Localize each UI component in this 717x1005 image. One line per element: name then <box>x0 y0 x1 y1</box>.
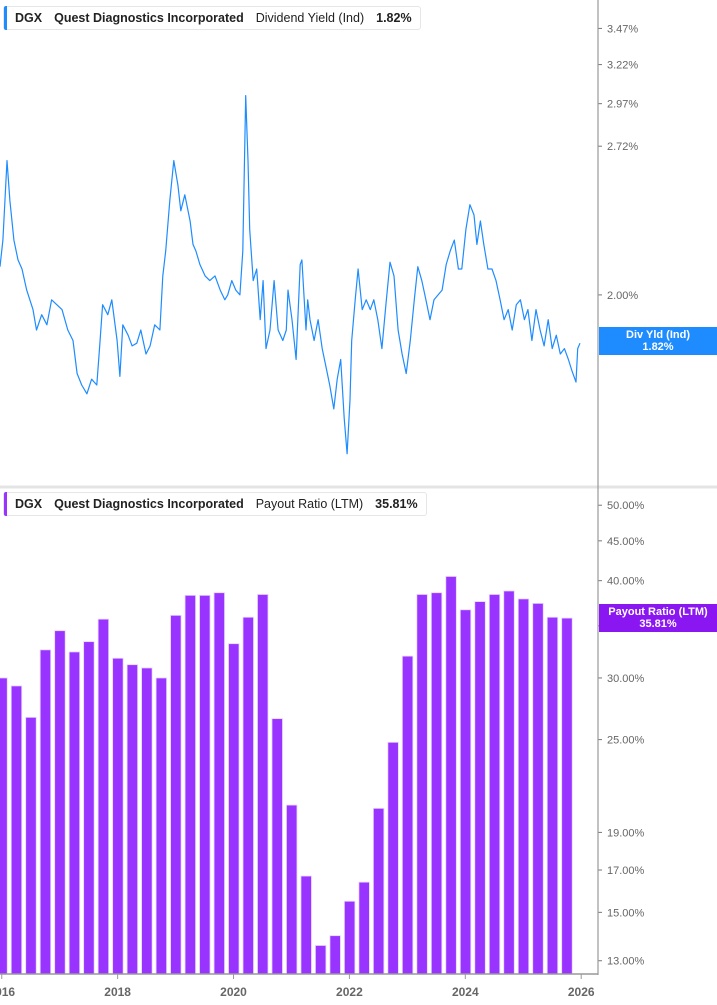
payout-bar <box>112 657 124 975</box>
legend-metric: Dividend Yield (Ind) <box>255 11 365 25</box>
payout-bar <box>387 741 399 975</box>
payout-bar <box>126 664 139 975</box>
x-tick-label: 2022 <box>336 985 363 999</box>
payout-bar <box>0 677 8 975</box>
payout-bar <box>532 602 544 975</box>
legend-value: 35.81% <box>375 497 418 511</box>
y-tick-label: 50.00% <box>607 500 645 512</box>
legend-metric: Payout Ratio (LTM) <box>255 497 364 511</box>
y-tick-label: 40.00% <box>607 576 645 588</box>
payout-bar <box>344 900 356 975</box>
payout-bar <box>300 875 312 975</box>
legend-ticker: DGX <box>15 497 43 511</box>
payout-bar <box>170 614 182 975</box>
payout-value-badge: Payout Ratio (LTM) 35.81% <box>599 604 717 632</box>
payout-bar <box>242 616 254 975</box>
payout-bar <box>155 677 167 975</box>
y-tick-label: 19.00% <box>607 827 645 839</box>
payout-bar <box>199 594 211 975</box>
payout-bar <box>401 655 414 975</box>
legend-company: Quest Diagnostics Incorporated <box>54 497 244 511</box>
x-tick-label: 2020 <box>220 985 247 999</box>
y-tick-label: 30.00% <box>607 673 645 685</box>
payout-bar <box>329 935 341 975</box>
payout-bar <box>213 592 225 975</box>
payout-bar <box>459 609 472 975</box>
y-tick-label: 25.00% <box>607 735 645 747</box>
payout-ratio-panel: 50.00%45.00%40.00%35.00%30.00%25.00%19.0… <box>0 500 645 975</box>
x-tick-label: 2018 <box>104 985 131 999</box>
y-tick-label: 2.97% <box>607 99 638 111</box>
y-tick-label: 3.22% <box>607 60 638 72</box>
payout-bar <box>416 594 428 975</box>
payout-bar <box>503 590 515 975</box>
y-tick-label: 2.72% <box>607 141 638 153</box>
y-tick-label: 15.00% <box>607 907 645 919</box>
payout-bar <box>488 594 501 975</box>
payout-bar <box>561 617 573 975</box>
x-axis: 2016 2018 2020 2022 2024 2026 <box>0 974 595 999</box>
dividend-yield-line <box>0 94 581 455</box>
payout-bar <box>430 592 443 975</box>
payout-bar <box>83 641 95 975</box>
legend-value: 1.82% <box>376 11 412 25</box>
payout-bar <box>358 881 370 975</box>
dividend-yield-panel: 3.47% 3.22% 2.97% 2.72% 2.00% <box>0 23 638 455</box>
payout-bar <box>271 718 283 975</box>
payout-bar <box>546 616 559 975</box>
y-tick-label: 17.00% <box>607 865 645 877</box>
payout-bar <box>445 576 457 975</box>
payout-bar <box>474 601 486 975</box>
payout-bar <box>68 651 81 975</box>
x-tick-label: 2024 <box>452 985 479 999</box>
payout-bar <box>286 804 298 975</box>
payout-bar <box>10 685 23 975</box>
y-tick-label: 13.00% <box>607 956 645 968</box>
x-tick-label: 2026 <box>568 985 595 999</box>
y-tick-label: 2.00% <box>607 290 638 302</box>
y-tick-label: 45.00% <box>607 536 645 548</box>
payout-bar <box>25 716 37 975</box>
payout-bar <box>315 945 327 975</box>
payout-bar <box>184 594 196 975</box>
badge-value: 1.82% <box>642 341 674 353</box>
dividend-value-badge: Div Yld (Ind) 1.82% <box>599 327 717 355</box>
payout-bar <box>517 598 530 975</box>
payout-bar <box>97 618 110 975</box>
payout-bar <box>228 643 240 975</box>
x-tick-label: 2016 <box>0 985 15 999</box>
payout-legend-swatch <box>4 492 7 516</box>
dividend-legend-swatch <box>4 6 7 30</box>
payout-legend: DGX Quest Diagnostics Incorporated Payou… <box>3 492 427 516</box>
badge-value: 35.81% <box>639 618 677 630</box>
payout-bar <box>257 594 269 975</box>
legend-company: Quest Diagnostics Incorporated <box>54 11 244 25</box>
payout-bar <box>39 649 52 975</box>
payout-bar <box>372 807 385 975</box>
payout-bar <box>54 630 66 975</box>
badge-label: Div Yld (Ind) <box>626 329 690 341</box>
legend-ticker: DGX <box>15 11 43 25</box>
payout-bar <box>141 667 153 975</box>
badge-label: Payout Ratio (LTM) <box>608 606 708 618</box>
dividend-legend: DGX Quest Diagnostics Incorporated Divid… <box>3 6 421 30</box>
y-tick-label: 3.47% <box>607 23 638 35</box>
